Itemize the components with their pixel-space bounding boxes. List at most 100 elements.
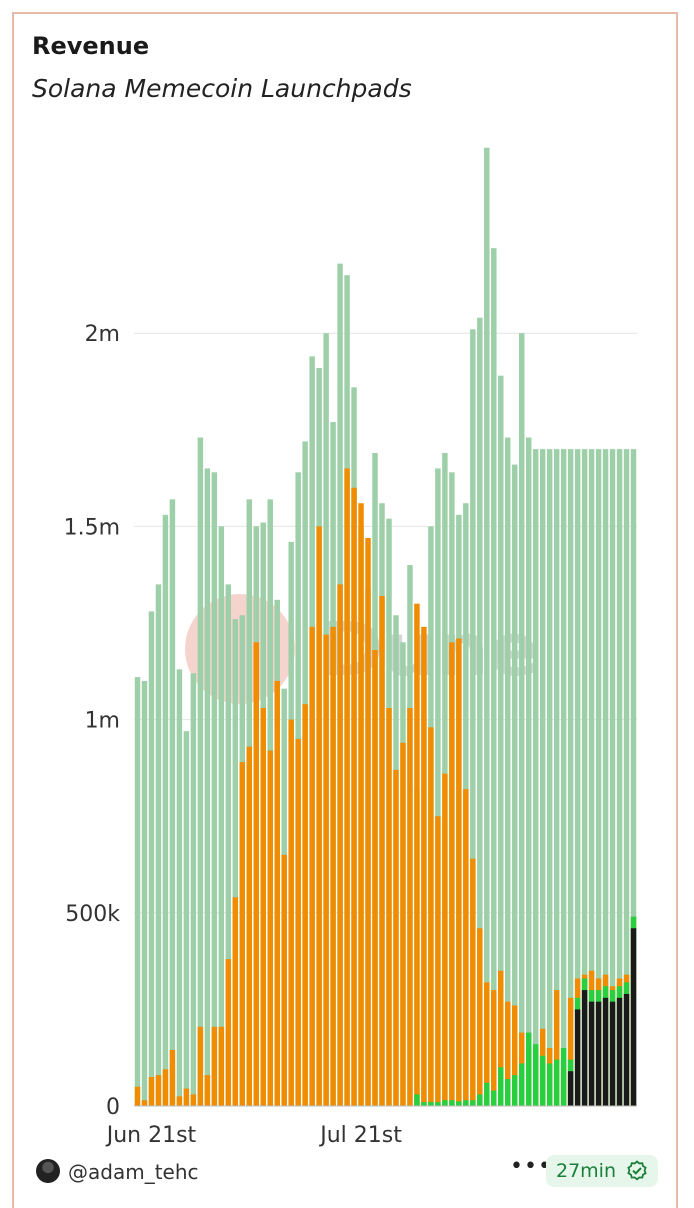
chart-title: Revenue	[32, 32, 150, 60]
bar-orange	[281, 854, 287, 1106]
bar-total	[532, 449, 539, 1106]
bar-orange	[463, 789, 469, 1106]
bar-total	[232, 619, 239, 1106]
bar-orange	[197, 1026, 204, 1106]
bar-total	[491, 248, 497, 1106]
bar-green	[553, 1059, 560, 1106]
bar-green	[442, 1100, 448, 1106]
bar-orange	[498, 970, 504, 1106]
footer: @adam_tehc ••• 27min	[0, 1150, 694, 1190]
freshness-badge[interactable]: 27min	[546, 1155, 658, 1187]
bar-orange	[421, 626, 427, 1106]
bar-total	[616, 449, 623, 1106]
bar-orange	[567, 997, 574, 1106]
bar-orange	[323, 634, 329, 1106]
bar-total	[218, 526, 225, 1106]
bar-black	[574, 1009, 581, 1106]
bar-orange	[309, 626, 315, 1106]
bar-orange	[386, 708, 392, 1106]
bar-orange	[400, 742, 406, 1106]
bar-orange	[470, 858, 476, 1106]
bar-green	[477, 1094, 483, 1106]
bar-orange	[190, 1094, 197, 1106]
bar-green	[512, 1075, 518, 1106]
bar-orange	[288, 719, 294, 1106]
bar-orange	[260, 708, 266, 1106]
bar-total	[197, 437, 204, 1106]
bar-orange	[553, 990, 560, 1106]
y-tick-label: 1m	[85, 709, 120, 734]
bar-orange	[274, 680, 280, 1106]
bar-green	[463, 1100, 469, 1106]
bar-orange	[512, 1005, 518, 1106]
bar-total	[567, 449, 574, 1106]
bar-orange	[358, 503, 364, 1106]
bar-total	[574, 449, 581, 1106]
x-tick-label: Jul 21st	[318, 1123, 402, 1148]
bar-orange	[407, 708, 413, 1106]
bar-green	[498, 1067, 504, 1106]
bar-orange	[204, 1075, 211, 1106]
bar-total	[435, 468, 441, 1106]
bar-green	[560, 1048, 567, 1106]
bar-total	[595, 449, 602, 1106]
bar-green	[484, 1082, 490, 1106]
bar-total	[169, 499, 176, 1106]
bar-total	[470, 329, 476, 1106]
bar-orange	[484, 982, 490, 1106]
bar-orange	[155, 1075, 162, 1106]
bar-total	[546, 449, 553, 1106]
bar-green	[505, 1078, 511, 1106]
freshness-label: 27min	[556, 1160, 617, 1182]
bar-orange	[372, 650, 378, 1106]
bar-total	[498, 375, 504, 1107]
bar-orange	[428, 727, 434, 1106]
bar-total	[176, 669, 183, 1106]
bar-black	[602, 997, 609, 1106]
bar-total	[602, 449, 609, 1106]
bar-total	[505, 437, 511, 1106]
bar-orange	[141, 1100, 148, 1106]
bar-total	[539, 449, 546, 1106]
bar-total	[560, 449, 567, 1106]
bar-total	[225, 584, 232, 1106]
bar-orange	[449, 642, 455, 1106]
bar-orange	[232, 897, 239, 1106]
bar-orange	[211, 1026, 218, 1106]
bar-green	[428, 1102, 434, 1106]
bar-total	[155, 584, 162, 1106]
bar-total	[588, 449, 595, 1106]
bar-black	[609, 1001, 616, 1106]
bar-orange	[302, 704, 308, 1106]
bar-orange	[162, 1069, 169, 1106]
bar-orange	[414, 603, 420, 1106]
bar-total	[525, 437, 532, 1106]
bar-total	[183, 731, 190, 1106]
bar-orange	[218, 1026, 225, 1106]
bar-orange	[337, 584, 343, 1106]
more-dots-icon[interactable]: •••	[510, 1154, 552, 1179]
bar-green	[525, 1032, 532, 1106]
bar-total	[581, 449, 588, 1106]
bar-green	[414, 1094, 420, 1106]
bar-orange	[169, 1049, 176, 1106]
avatar[interactable]	[36, 1159, 60, 1183]
bar-total	[134, 677, 141, 1106]
bar-total	[519, 333, 525, 1106]
bar-total	[204, 468, 211, 1106]
bar-orange	[344, 468, 350, 1106]
bar-orange	[253, 642, 259, 1106]
bar-green	[519, 1063, 525, 1106]
author-username[interactable]: @adam_tehc	[68, 1160, 199, 1184]
y-tick-label: 1.5m	[64, 515, 120, 540]
bar-orange	[316, 526, 322, 1106]
bar-orange	[393, 769, 399, 1106]
bar-green	[449, 1100, 455, 1106]
bar-green	[470, 1100, 476, 1106]
bar-orange	[442, 773, 448, 1106]
bar-black	[616, 997, 623, 1106]
bar-green	[532, 1044, 539, 1106]
bar-orange	[295, 738, 301, 1106]
bar-black	[581, 990, 588, 1106]
